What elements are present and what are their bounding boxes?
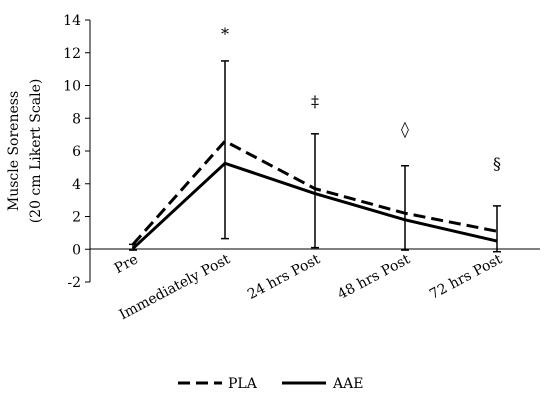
significance-marker: ◊	[401, 120, 409, 139]
y-axis-title: Muscle Soreness (20 cm Likert Scale)	[6, 79, 44, 224]
x-tick-label: 48 hrs Post	[335, 251, 413, 303]
significance-marker: ‡	[311, 92, 319, 111]
y-ticks: -2 0 2 4 6 8 10 12 14	[63, 13, 90, 291]
y-axis-title-line1: Muscle Soreness	[6, 91, 22, 211]
x-tick-label: Pre	[112, 251, 141, 277]
series-lines	[131, 139, 498, 250]
y-axis-title-line2: (20 cm Likert Scale)	[28, 79, 44, 224]
legend-label-pla: PLA	[228, 376, 258, 392]
legend: PLA AAE	[178, 376, 363, 392]
y-tick-label: 14	[63, 13, 81, 29]
y-tick-label: 2	[72, 210, 81, 226]
significance-markers: * ‡ ◊ §	[221, 25, 501, 173]
y-tick-label: -2	[67, 275, 81, 291]
y-tick-label: 0	[72, 242, 81, 258]
x-tick-label: 72 hrs Post	[427, 251, 505, 303]
y-tick-label: 12	[63, 46, 81, 62]
y-tick-label: 8	[72, 111, 81, 127]
y-tick-label: 10	[63, 79, 81, 95]
x-tick-label: 24 hrs Post	[245, 251, 323, 303]
legend-label-aae: AAE	[332, 376, 363, 392]
significance-marker: *	[221, 25, 229, 44]
significance-marker: §	[493, 154, 501, 173]
error-bars	[129, 60, 501, 253]
series-line-pla	[131, 139, 498, 246]
series-line-aae	[131, 161, 498, 250]
y-tick-label: 4	[72, 177, 81, 193]
y-tick-label: 6	[72, 144, 81, 160]
